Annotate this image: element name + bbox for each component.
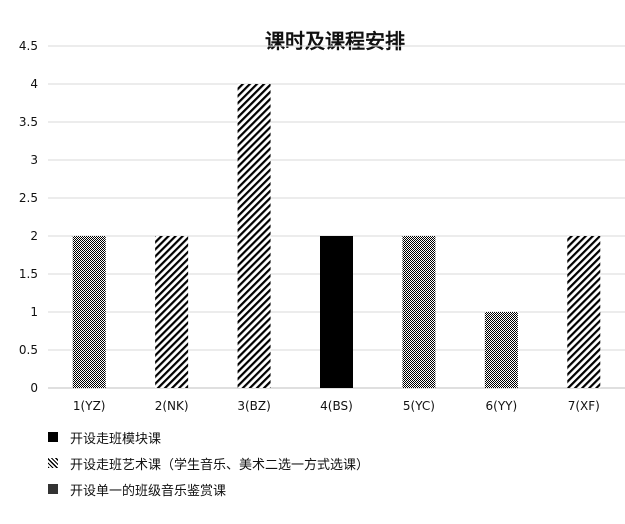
chart-title: 课时及课程安排	[265, 29, 405, 53]
y-tick-label: 4.5	[19, 39, 38, 53]
bar-3(BZ)	[237, 84, 271, 388]
bar-2(NK)	[155, 236, 189, 388]
y-tick-label: 3	[30, 153, 38, 167]
x-tick-label: 5(YC)	[403, 399, 435, 413]
x-tick-label: 7(XF)	[568, 399, 600, 413]
legend-swatch-diagonal	[48, 458, 58, 468]
x-tick-label: 1(YZ)	[73, 399, 106, 413]
x-axis-ticks: 1(YZ) 2(NK) 3(BZ) 4(BS) 5(YC) 6(YY) 7(XF)	[73, 399, 600, 413]
x-tick-label: 2(NK)	[155, 399, 189, 413]
legend-label: 开设走班模块课	[70, 431, 162, 447]
legend-label: 开设单一的班级音乐鉴赏课	[70, 483, 227, 499]
x-tick-label: 6(YY)	[486, 399, 518, 413]
y-tick-label: 0	[30, 381, 38, 395]
legend: 开设走班模块课 开设走班艺术课（学生音乐、美术二选一方式选课） 开设单一的班级音…	[48, 424, 608, 502]
y-tick-label: 4	[30, 77, 38, 91]
bar-6(YY)	[484, 312, 518, 388]
bar-5(YC)	[402, 236, 436, 388]
legend-swatch-solid	[48, 432, 58, 442]
legend-swatch-dots	[48, 484, 58, 494]
x-tick-label: 3(BZ)	[237, 399, 270, 413]
bar-1(YZ)	[72, 236, 106, 388]
legend-item-dots: 开设单一的班级音乐鉴赏课	[48, 476, 608, 502]
legend-item-solid: 开设走班模块课	[48, 424, 608, 450]
bar-7(XF)	[567, 236, 601, 388]
y-axis-ticks: 0 0.5 1 1.5 2 2.5 3 3.5 4 4.5	[19, 39, 38, 395]
y-tick-label: 0.5	[19, 343, 38, 357]
y-tick-label: 1.5	[19, 267, 38, 281]
y-tick-label: 1	[30, 305, 38, 319]
legend-item-diagonal: 开设走班艺术课（学生音乐、美术二选一方式选课）	[48, 450, 608, 476]
bars	[72, 84, 601, 388]
x-tick-label: 4(BS)	[320, 399, 353, 413]
y-tick-label: 3.5	[19, 115, 38, 129]
legend-label: 开设走班艺术课（学生音乐、美术二选一方式选课）	[70, 457, 370, 473]
y-tick-label: 2	[30, 229, 38, 243]
y-tick-label: 2.5	[19, 191, 38, 205]
bar-4(BS)	[320, 236, 353, 388]
